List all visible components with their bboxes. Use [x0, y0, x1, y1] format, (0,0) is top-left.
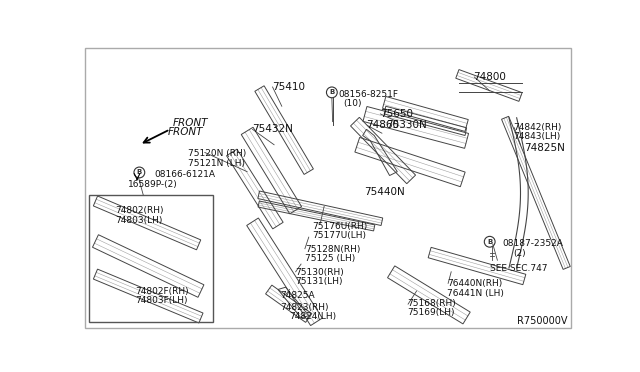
Text: B: B: [329, 89, 335, 95]
Text: 75177U(LH): 75177U(LH): [312, 231, 367, 240]
Text: 75120N (RH): 75120N (RH): [188, 148, 246, 158]
Text: 75128N(RH): 75128N(RH): [305, 245, 360, 254]
Text: 75176U(RH): 75176U(RH): [312, 222, 368, 231]
Text: 74843(LH): 74843(LH): [513, 132, 560, 141]
Text: R750000V: R750000V: [516, 317, 567, 327]
Text: 74803(LH): 74803(LH): [115, 216, 163, 225]
Text: FRONT: FRONT: [172, 118, 208, 128]
Text: 74825A: 74825A: [280, 291, 315, 300]
Text: (10): (10): [344, 99, 362, 108]
Text: 76441N (LH): 76441N (LH): [447, 289, 504, 298]
Text: 76440N(RH): 76440N(RH): [447, 279, 502, 289]
Text: B: B: [137, 170, 142, 176]
Text: 75410: 75410: [273, 81, 305, 92]
Text: 75125 (LH): 75125 (LH): [305, 254, 355, 263]
Text: 74802(RH): 74802(RH): [115, 206, 164, 215]
Text: 74803F(LH): 74803F(LH): [136, 296, 188, 305]
Text: 74823(RH): 74823(RH): [280, 302, 329, 312]
Text: 75168(RH): 75168(RH): [407, 299, 456, 308]
Text: 74825N: 74825N: [524, 143, 565, 153]
Text: 75432N: 75432N: [253, 124, 293, 134]
Text: 08166-6121A: 08166-6121A: [155, 170, 216, 179]
Text: FRONT: FRONT: [168, 127, 204, 137]
Text: SEE SEC.747: SEE SEC.747: [490, 264, 547, 273]
Text: 75130(RH): 75130(RH): [296, 268, 344, 277]
Text: 74842(RH): 74842(RH): [513, 123, 561, 132]
Text: 75330N: 75330N: [386, 120, 426, 130]
Text: 08156-8251F: 08156-8251F: [338, 90, 398, 99]
Text: 74800: 74800: [473, 71, 506, 81]
Text: 75440N: 75440N: [364, 187, 405, 197]
Text: 75121N (LH): 75121N (LH): [188, 158, 245, 168]
Text: 74860: 74860: [367, 120, 399, 130]
Text: 74824(LH): 74824(LH): [289, 312, 337, 321]
Text: 16589P-(2): 16589P-(2): [128, 180, 177, 189]
Text: (2): (2): [513, 249, 525, 258]
Text: 75169(LH): 75169(LH): [407, 308, 455, 317]
Text: 74802F(RH): 74802F(RH): [136, 287, 189, 296]
Text: 75650: 75650: [380, 109, 413, 119]
Text: 75131(LH): 75131(LH): [296, 277, 343, 286]
Text: 08187-2352A: 08187-2352A: [502, 240, 563, 248]
Text: B: B: [487, 239, 492, 245]
